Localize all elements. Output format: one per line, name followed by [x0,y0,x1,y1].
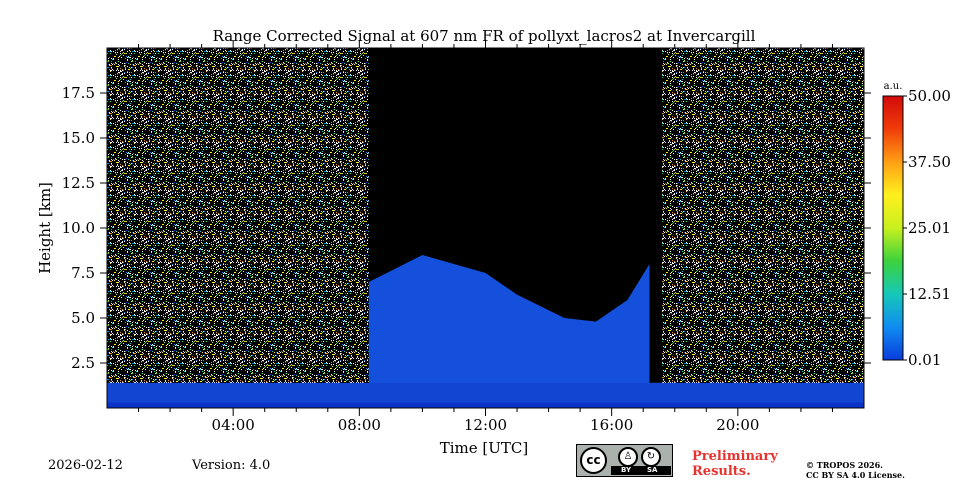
x-tick-label: 12:00 [464,416,507,434]
heatmap-night-late [662,48,864,408]
y-tick-label: 15.0 [62,129,95,147]
cc-by-label: BY [621,466,632,474]
colorbar-gradient [882,95,904,361]
copyright-line-2: CC BY SA 4.0 License. [806,470,905,480]
preliminary-line-2: Results. [692,464,751,479]
x-tick-label: 16:00 [590,416,633,434]
colorbar: 0.01 12.51 25.01 37.50 50.00 [882,87,951,369]
colorbar-tick-label: 12.51 [908,285,951,303]
person-icon: ♙ [618,447,638,467]
axes: 04:00 08:00 12:00 16:00 20:00 2.5 5.0 7.5 10.0 12… [62,40,871,434]
y-tick-label: 5.0 [71,309,95,327]
x-tick-label: 04:00 [212,416,255,434]
cc-license-badge: cc ♙ ↻ BY SA [576,444,673,477]
y-axis-label: Height [km] [36,182,54,274]
colorbar-tick-label: 0.01 [908,351,941,369]
y-tick-label: 7.5 [71,264,95,282]
version-label: Version: 4.0 [192,458,271,473]
colorbar-unit: a.u. [884,81,903,92]
copyright-line-1: © TROPOS 2026. [806,460,883,470]
colorbar-tick-label: 25.01 [908,219,951,237]
date-label: 2026-02-12 [48,458,123,473]
x-axis-label: Time [UTC] [440,439,529,457]
chart-title: Range Corrected Signal at 607 nm FR of p… [213,27,756,45]
share-alike-icon: ↻ [641,447,661,467]
plot-area [107,48,864,408]
cc-sa-label: SA [647,466,658,474]
preliminary-line-1: Preliminary [692,449,778,464]
copyright-notice: © TROPOS 2026. CC BY SA 4.0 License. [806,460,905,480]
x-tick-label: 08:00 [338,416,381,434]
boundary-layer-region [368,255,650,408]
ground-band [107,402,864,408]
cc-strip: BY SA [611,466,671,475]
y-tick-label: 10.0 [62,219,95,237]
y-tick-label: 12.5 [62,174,95,192]
y-tick-label: 2.5 [71,354,95,372]
cc-logo-icon: cc [580,447,607,474]
preliminary-notice: Preliminary Results. [692,449,778,479]
heatmap-night-early [107,48,369,408]
x-tick-label: 20:00 [716,416,759,434]
colorbar-tick-label: 50.00 [908,87,951,105]
y-tick-label: 17.5 [62,84,95,102]
colorbar-tick-label: 37.50 [908,153,951,171]
